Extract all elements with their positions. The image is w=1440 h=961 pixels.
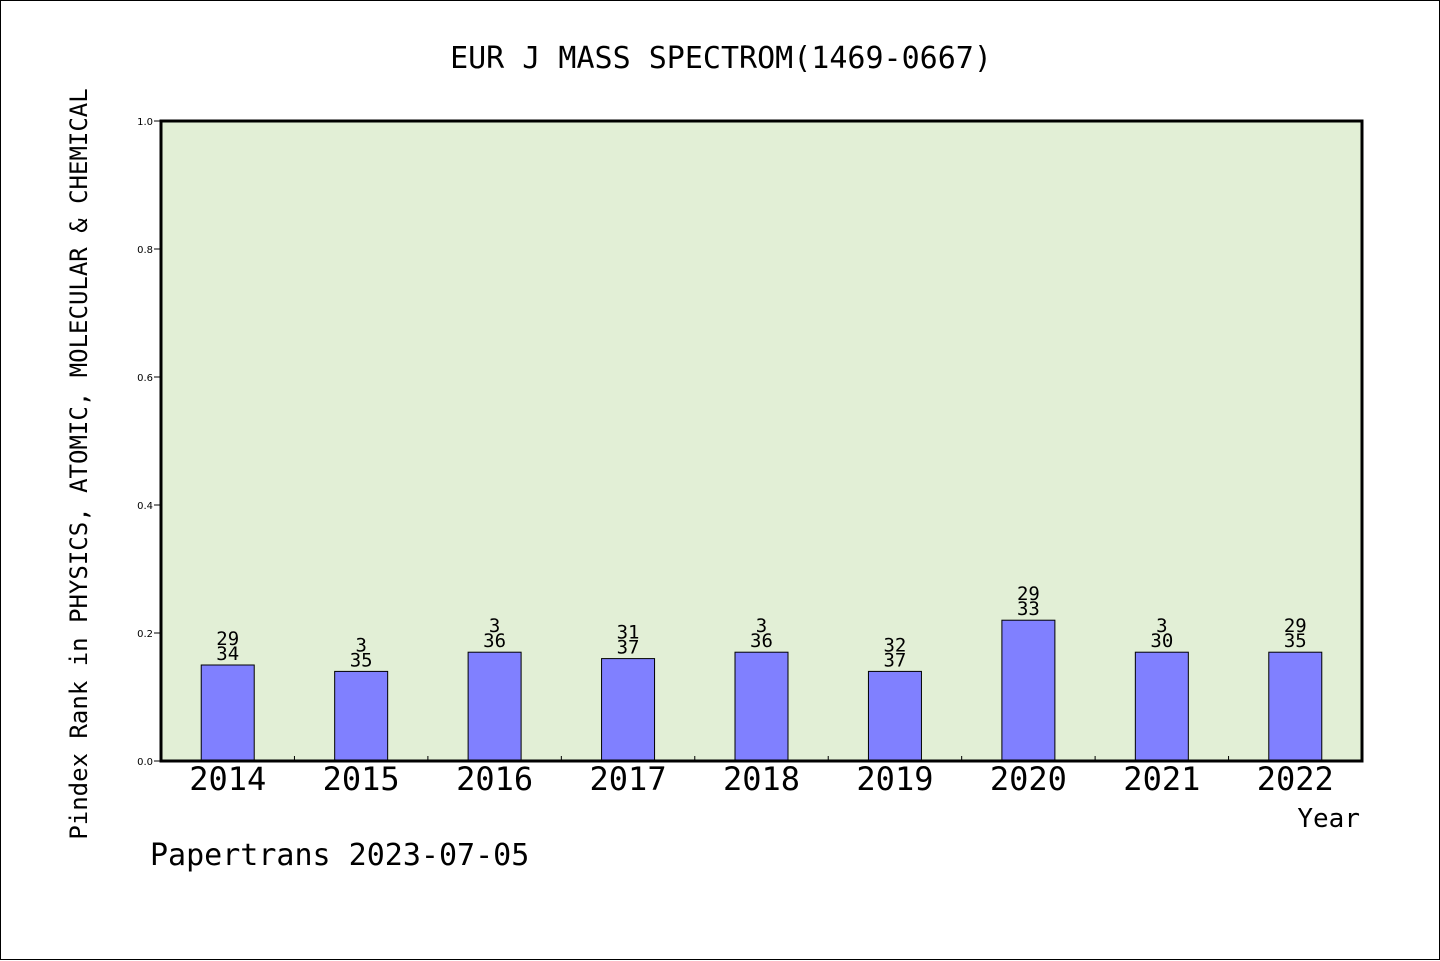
y-tick-label: 0.6 [137, 373, 153, 384]
bar-total-label: 30 [1150, 630, 1173, 652]
bar-rank-label: 3 [756, 615, 767, 637]
x-tick-labels: 2014 2015 2016 2017 2018 2019 2020 2021 2022 [189, 760, 1334, 798]
bar-rank-label: 32 [883, 634, 906, 656]
x-tick-label: 2014 [189, 760, 266, 798]
bar [1134, 651, 1189, 762]
bar-total-label: 33 [1017, 598, 1040, 620]
bar [467, 651, 522, 762]
bars [200, 619, 1323, 762]
chart-title: EUR J MASS SPECTROM(1469-0667) [450, 41, 992, 76]
x-tick-label: 2017 [590, 760, 667, 798]
bar-total-label: 35 [350, 649, 373, 671]
bar-rank-label: 29 [1284, 615, 1307, 637]
bar-rank-label: 3 [1156, 615, 1167, 637]
bar-total-label: 35 [1284, 630, 1307, 652]
x-tick-label: 2022 [1257, 760, 1334, 798]
y-tick-label: 1.0 [137, 117, 153, 128]
y-axis-ticks: 0.0 0.2 0.4 0.6 0.8 1.0 [137, 117, 161, 768]
x-axis-label: Year [1297, 804, 1360, 834]
y-tick-label: 0.0 [137, 757, 153, 768]
x-tick-label: 2020 [990, 760, 1067, 798]
y-tick-label: 0.2 [137, 629, 153, 640]
bar [1001, 619, 1056, 762]
x-tick-label: 2019 [856, 760, 933, 798]
bar [334, 670, 389, 762]
bar [734, 651, 789, 762]
bar-rank-label: 31 [617, 622, 640, 644]
bar-total-label: 36 [483, 630, 506, 652]
bar-total-label: 36 [750, 630, 773, 652]
x-tick-label: 2016 [456, 760, 533, 798]
x-tick-label: 2018 [723, 760, 800, 798]
footer-credit: Papertrans 2023-07-05 [150, 838, 529, 873]
bar [601, 658, 656, 762]
bar [200, 664, 255, 762]
bar-total-label: 34 [216, 643, 239, 665]
bar [867, 670, 922, 762]
y-tick-label: 0.4 [137, 501, 153, 512]
bar-total-label: 37 [617, 637, 640, 659]
bar-rank-label: 29 [216, 628, 239, 650]
x-tick-label: 2021 [1123, 760, 1200, 798]
bar-rank-label: 3 [355, 634, 366, 656]
y-tick-label: 0.8 [137, 245, 153, 256]
x-tick-label: 2015 [323, 760, 400, 798]
plot-border [159, 119, 1364, 763]
bar [1268, 651, 1323, 762]
y-axis-label: Pindex Rank in PHYSICS, ATOMIC, MOLECULA… [65, 88, 93, 839]
bar-total-label: 37 [883, 649, 906, 671]
bar-rank-label: 3 [489, 615, 500, 637]
bar-rank-label: 29 [1017, 583, 1040, 605]
